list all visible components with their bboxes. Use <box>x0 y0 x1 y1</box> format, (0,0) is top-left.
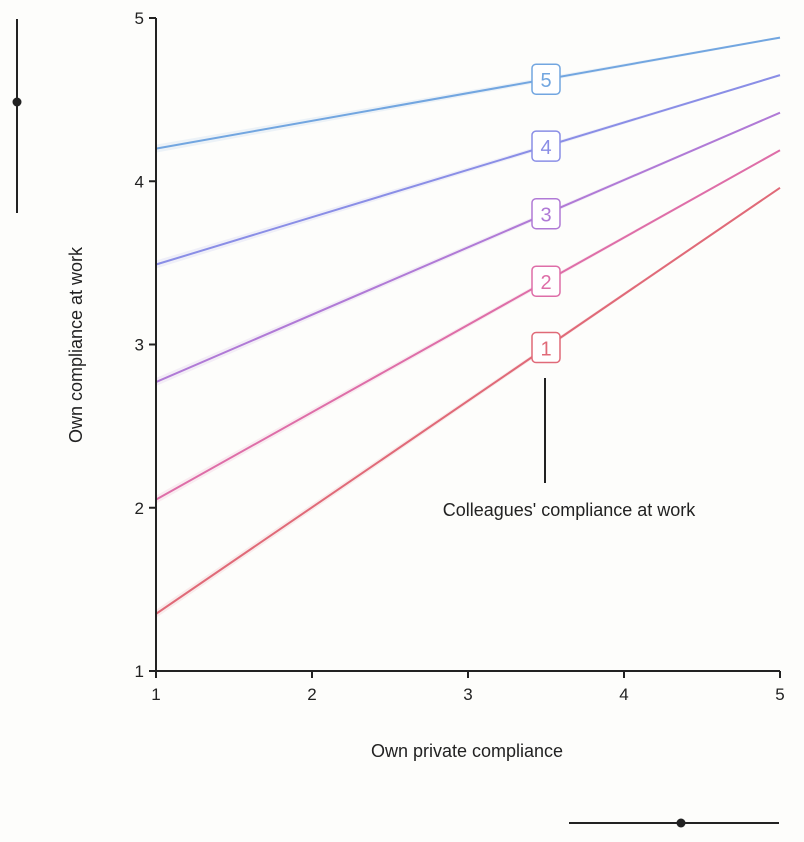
series-line-1 <box>155 186 781 615</box>
series-label-box-1 <box>531 331 561 364</box>
x-marginal-point <box>676 818 686 828</box>
x-tick-label: 3 <box>463 685 472 704</box>
series-label-2: 2 <box>540 272 551 294</box>
series-label-box-5 <box>531 63 561 95</box>
y-tick-label: 3 <box>135 336 144 355</box>
y-tick-label: 5 <box>135 9 144 28</box>
y-tick-label: 1 <box>135 662 144 681</box>
series-line-2 <box>155 149 781 501</box>
y-marginal-point <box>12 97 22 107</box>
series-label-1: 1 <box>540 339 551 361</box>
series-label-3: 3 <box>540 205 551 227</box>
x-axis-title: Own private compliance <box>371 741 563 761</box>
series-label-box-2 <box>531 265 561 297</box>
y-tick-label: 4 <box>135 172 144 191</box>
series-label-4: 4 <box>540 137 551 159</box>
y-tick-label: 2 <box>135 499 144 518</box>
series-line-4 <box>155 74 781 266</box>
colleagues-annotation: Colleagues' compliance at work <box>443 500 697 520</box>
x-tick-label: 2 <box>307 685 316 704</box>
series-label-box-4 <box>531 130 561 162</box>
series-line-3 <box>155 111 781 383</box>
series-label-box-3 <box>531 197 561 230</box>
y-axis-title: Own compliance at work <box>66 246 86 443</box>
series-label-5: 5 <box>540 70 551 92</box>
x-tick-label: 1 <box>151 685 160 704</box>
x-tick-label: 5 <box>775 685 784 704</box>
x-tick-label: 4 <box>619 685 628 704</box>
series-line-5 <box>155 36 781 150</box>
